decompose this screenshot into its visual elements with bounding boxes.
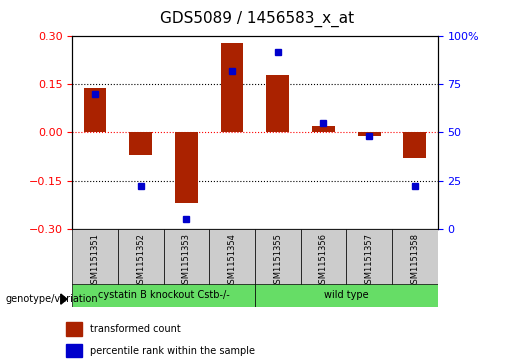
FancyArrow shape (61, 294, 67, 304)
Text: GSM1151356: GSM1151356 (319, 233, 328, 289)
Text: percentile rank within the sample: percentile rank within the sample (90, 346, 255, 356)
Text: GSM1151352: GSM1151352 (136, 233, 145, 289)
Bar (129, 132, 152, 155)
Bar (266, 75, 289, 132)
Text: GDS5089 / 1456583_x_at: GDS5089 / 1456583_x_at (161, 11, 354, 27)
Bar (163, 229, 209, 285)
Bar (358, 132, 381, 136)
Bar (301, 229, 346, 285)
Bar (255, 229, 301, 285)
Text: GSM1151357: GSM1151357 (365, 233, 374, 289)
Bar (346, 229, 392, 285)
Bar (220, 43, 244, 132)
Bar (118, 229, 163, 285)
Text: transformed count: transformed count (90, 324, 181, 334)
Bar (72, 229, 118, 285)
Text: GSM1151354: GSM1151354 (228, 233, 236, 289)
Bar (403, 132, 426, 158)
Text: cystatin B knockout Cstb-/-: cystatin B knockout Cstb-/- (98, 290, 229, 301)
Text: wild type: wild type (324, 290, 369, 301)
Bar (175, 132, 198, 203)
Bar (72, 284, 255, 307)
Text: genotype/variation: genotype/variation (5, 294, 98, 304)
Text: GSM1151353: GSM1151353 (182, 233, 191, 289)
Bar (83, 87, 107, 132)
Bar (392, 229, 438, 285)
Bar (66, 322, 82, 336)
Text: GSM1151355: GSM1151355 (273, 233, 282, 289)
Bar (255, 284, 438, 307)
Bar (66, 344, 82, 357)
Text: GSM1151358: GSM1151358 (410, 233, 419, 289)
Text: GSM1151351: GSM1151351 (91, 233, 99, 289)
Bar (312, 126, 335, 132)
Bar (209, 229, 255, 285)
